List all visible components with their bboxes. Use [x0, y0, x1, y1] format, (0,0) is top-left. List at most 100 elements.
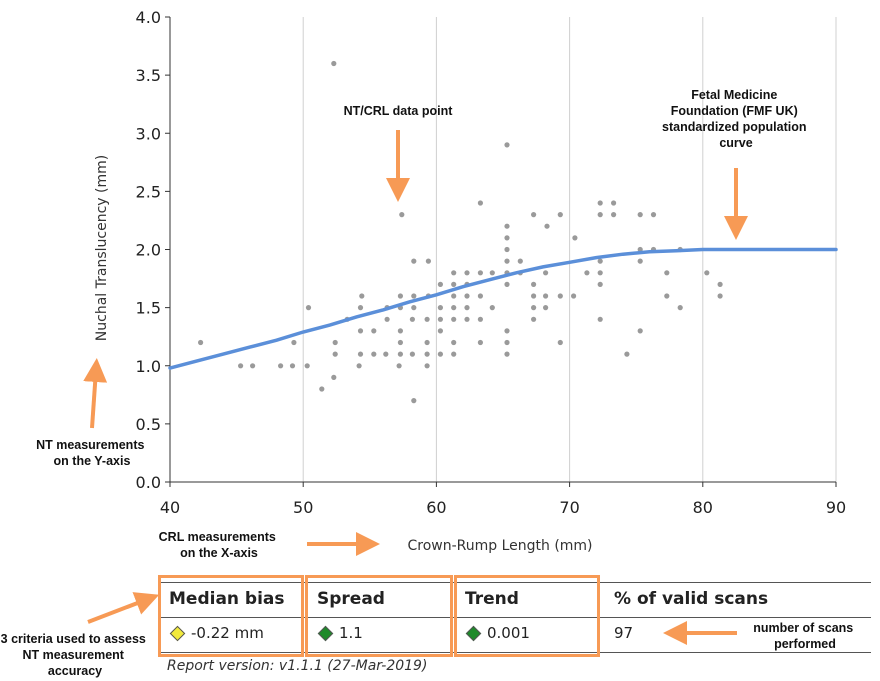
- data-point: [451, 270, 457, 276]
- data-point: [571, 293, 577, 299]
- median-bias-indicator-icon: [169, 625, 186, 641]
- x-axis-title: Crown-Rump Length (mm): [407, 538, 592, 554]
- data-point: [557, 212, 563, 218]
- axes: [165, 16, 837, 487]
- data-point: [597, 212, 603, 218]
- data-point: [504, 246, 510, 253]
- trend-header: Trend: [465, 589, 519, 609]
- y-tick-label: 1.0: [136, 357, 161, 376]
- y-annotation-line-2: on the Y-axis: [54, 454, 131, 468]
- data-point: [477, 270, 483, 276]
- data-point: [397, 351, 403, 357]
- data-point: [396, 363, 402, 369]
- fmf-curve-annotation: Fetal Medicine Foundation (FMF UK) stand…: [662, 88, 810, 150]
- data-point: [384, 316, 390, 322]
- data-point: [677, 305, 683, 311]
- data-point: [198, 339, 204, 346]
- data-point: [383, 351, 389, 357]
- scans-annotation-line-2: performed: [774, 637, 836, 651]
- x-axis-annotation: CRL measurements on the X-axis: [159, 530, 280, 560]
- data-point: [637, 258, 643, 264]
- median-bias-cell: -0.22 mm: [169, 624, 264, 642]
- data-point: [411, 398, 417, 404]
- data-point: [411, 305, 417, 311]
- data-point: [504, 258, 510, 264]
- median-bias-value: -0.22 mm: [191, 624, 264, 642]
- data-point: [544, 223, 550, 229]
- data-point: [424, 339, 430, 346]
- data-point: [238, 363, 244, 369]
- criteria-annotation-line-2: NT measurement: [23, 648, 125, 662]
- data-point: [572, 235, 578, 241]
- y-tick-label: 0.0: [136, 473, 161, 492]
- data-point: [437, 305, 443, 311]
- fmf-annotation-line-4: curve: [719, 136, 752, 150]
- data-point: [451, 305, 457, 311]
- data-point: [477, 200, 483, 206]
- data-point: [397, 339, 403, 346]
- spread-header: Spread: [317, 589, 385, 609]
- data-point: [357, 305, 364, 311]
- data-point: [664, 293, 670, 299]
- data-point: [451, 281, 457, 287]
- data-point: [399, 212, 405, 218]
- data-point: [331, 374, 337, 380]
- spread-box: [305, 575, 453, 657]
- tick-labels: 0.0 0.5 1.0 1.5 2.0 2.5 3.0 3.5 4.0 40 50 60 70 80 90: [136, 8, 847, 517]
- data-point: [477, 339, 483, 346]
- data-point: [331, 60, 337, 67]
- data-point: [397, 293, 403, 299]
- data-point: [489, 305, 495, 311]
- y-tick-label: 2.5: [136, 182, 161, 201]
- valid-scans-header: % of valid scans: [614, 589, 769, 609]
- data-point: [504, 223, 510, 229]
- y-axis-title: Nuchal Translucency (mm): [94, 155, 110, 341]
- x-tick-label: 40: [160, 498, 180, 517]
- data-point: [504, 328, 510, 334]
- data-point: [424, 363, 430, 369]
- data-point: [517, 258, 523, 264]
- fmf-annotation-line-3: standardized population: [662, 120, 806, 134]
- data-points: [198, 60, 723, 404]
- data-point: [411, 293, 417, 299]
- x-tick-label: 90: [826, 498, 846, 517]
- data-point: [531, 212, 537, 218]
- scans-annotation-line-1: number of scans: [753, 621, 853, 635]
- data-point: [489, 270, 495, 276]
- table-bottom-border: [161, 652, 871, 653]
- y-tick-label: 3.5: [136, 66, 161, 85]
- data-point: [664, 270, 670, 276]
- spread-value: 1.1: [339, 624, 363, 642]
- datapoint-annotation: NT/CRL data point: [344, 104, 454, 118]
- median-bias-box: [158, 575, 304, 657]
- data-point: [451, 293, 457, 299]
- y-tick-label: 0.5: [136, 415, 161, 434]
- fmf-curve-layer: [168, 247, 838, 370]
- data-point: [451, 351, 457, 357]
- data-point: [504, 142, 510, 148]
- data-point: [464, 270, 470, 276]
- data-point: [464, 293, 470, 299]
- data-point: [464, 316, 470, 322]
- x-annotation-line-2: on the X-axis: [180, 546, 258, 560]
- table-top-border: [161, 582, 871, 583]
- data-point: [543, 305, 549, 311]
- data-point: [332, 339, 338, 346]
- x-tick-label: 50: [293, 498, 313, 517]
- data-point: [717, 293, 723, 299]
- data-point: [504, 351, 510, 357]
- criteria-arrow: [87, 592, 160, 624]
- data-point: [319, 386, 325, 392]
- data-point: [424, 316, 430, 322]
- data-point: [250, 363, 256, 369]
- y-annotation-line-1: NT measurements: [36, 438, 144, 452]
- fmf-curve: [168, 247, 838, 370]
- data-point: [531, 305, 537, 311]
- datapoint-annotation-line: NT/CRL data point: [344, 104, 454, 118]
- data-point: [425, 258, 431, 264]
- data-point: [557, 293, 563, 299]
- data-point: [717, 281, 723, 287]
- y-tick-label: 3.0: [136, 124, 161, 143]
- data-point: [597, 316, 603, 322]
- data-point: [332, 351, 338, 357]
